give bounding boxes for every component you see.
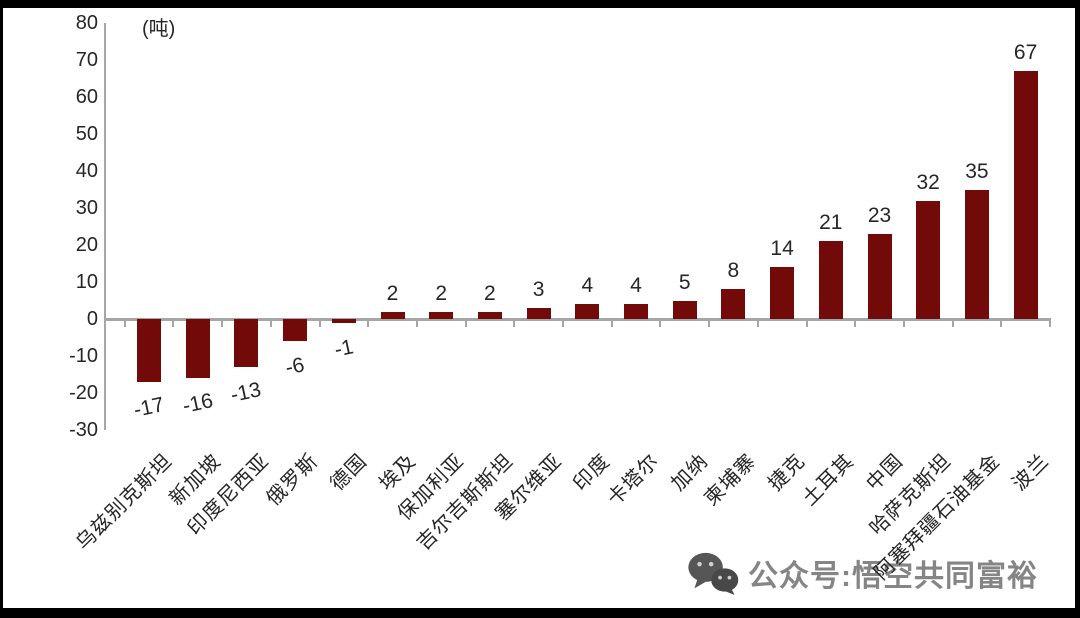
bar <box>964 189 989 319</box>
x-axis-tick <box>318 318 321 327</box>
x-axis-tick <box>756 318 759 327</box>
bar <box>477 311 502 319</box>
x-axis-tick <box>415 318 418 327</box>
bar <box>526 307 551 319</box>
watermark: 公众号:悟空共同富裕 <box>686 551 1038 595</box>
x-axis-tick <box>610 318 613 327</box>
chart-canvas: (吨) 公众号:悟空共同富裕 80 70 60 50 40 30 20 10 0 -10 -20 -3… <box>3 8 1075 608</box>
bar-value-label: 32 <box>916 170 940 194</box>
bar <box>672 300 697 319</box>
watermark-text: 公众号:悟空共同富裕 <box>748 560 1038 593</box>
bar-value-label: 21 <box>819 211 843 235</box>
bar-value-label: 2 <box>484 281 496 305</box>
x-axis-tick <box>1000 318 1003 327</box>
bar <box>916 200 941 319</box>
y-axis-tick-label: -20 <box>69 382 98 404</box>
bar-value-label: 14 <box>770 237 794 261</box>
y-axis-line <box>104 23 106 430</box>
wechat-icon <box>688 552 739 595</box>
y-axis-tick-label: 70 <box>75 49 98 71</box>
bar <box>575 304 600 319</box>
bar <box>818 241 843 319</box>
x-axis-tick <box>659 318 662 327</box>
x-axis-tick <box>902 318 905 327</box>
bar-value-label: 2 <box>386 281 399 305</box>
bar <box>429 311 454 319</box>
bar-value-label: 5 <box>678 270 691 294</box>
x-axis-tick <box>854 318 857 327</box>
x-axis-tick <box>1049 318 1051 327</box>
x-axis-tick <box>513 318 516 327</box>
x-axis-tick <box>172 318 175 327</box>
y-axis-tick-label: 40 <box>75 160 98 182</box>
bar-value-label: 2 <box>435 281 448 305</box>
y-axis-tick-label: 50 <box>75 123 98 145</box>
bar <box>380 311 405 319</box>
y-axis-tick-label: 0 <box>86 308 98 330</box>
bar-value-label: 35 <box>965 159 989 183</box>
bar <box>1013 71 1038 319</box>
x-axis-tick <box>562 318 564 327</box>
bar-value-label: 4 <box>581 274 594 298</box>
x-axis-tick <box>805 318 808 327</box>
bar-value-label: 3 <box>532 277 545 301</box>
x-axis-tick <box>367 318 370 327</box>
y-axis-tick-label: 20 <box>75 234 98 256</box>
bar <box>234 319 259 368</box>
bar <box>624 304 648 319</box>
bar-value-label: 4 <box>630 274 642 298</box>
bar <box>331 319 356 323</box>
y-axis-tick-label: 30 <box>75 197 98 219</box>
bar <box>867 233 892 319</box>
y-axis-tick-label: 60 <box>75 86 98 108</box>
bar-value-label: 8 <box>727 259 740 283</box>
y-axis-tick-label: -30 <box>69 419 98 441</box>
x-axis-tick <box>269 318 272 327</box>
y-axis-tick-label: -10 <box>69 345 98 367</box>
x-axis-line <box>104 318 1050 321</box>
bar-value-label: -1 <box>332 335 356 362</box>
x-axis-tick <box>123 318 126 327</box>
x-axis-tick <box>464 318 467 327</box>
bar <box>137 319 161 382</box>
y-axis-tick-label: 80 <box>75 12 98 34</box>
bar-value-label: 67 <box>1013 41 1038 65</box>
y-axis-tick-label: 10 <box>75 271 98 293</box>
x-axis-tick <box>951 318 954 327</box>
bar <box>283 319 308 342</box>
bar <box>185 319 210 379</box>
chart-plot-area: (吨) 公众号:悟空共同富裕 80 70 60 50 40 30 20 10 0 -10 -20 -3… <box>3 8 1075 608</box>
x-axis-tick <box>221 318 224 327</box>
y-axis-unit-label: (吨) <box>142 18 176 40</box>
x-axis-tick <box>708 318 711 327</box>
bar-value-label: 23 <box>867 203 892 227</box>
bar <box>770 267 795 319</box>
bar <box>721 289 746 319</box>
